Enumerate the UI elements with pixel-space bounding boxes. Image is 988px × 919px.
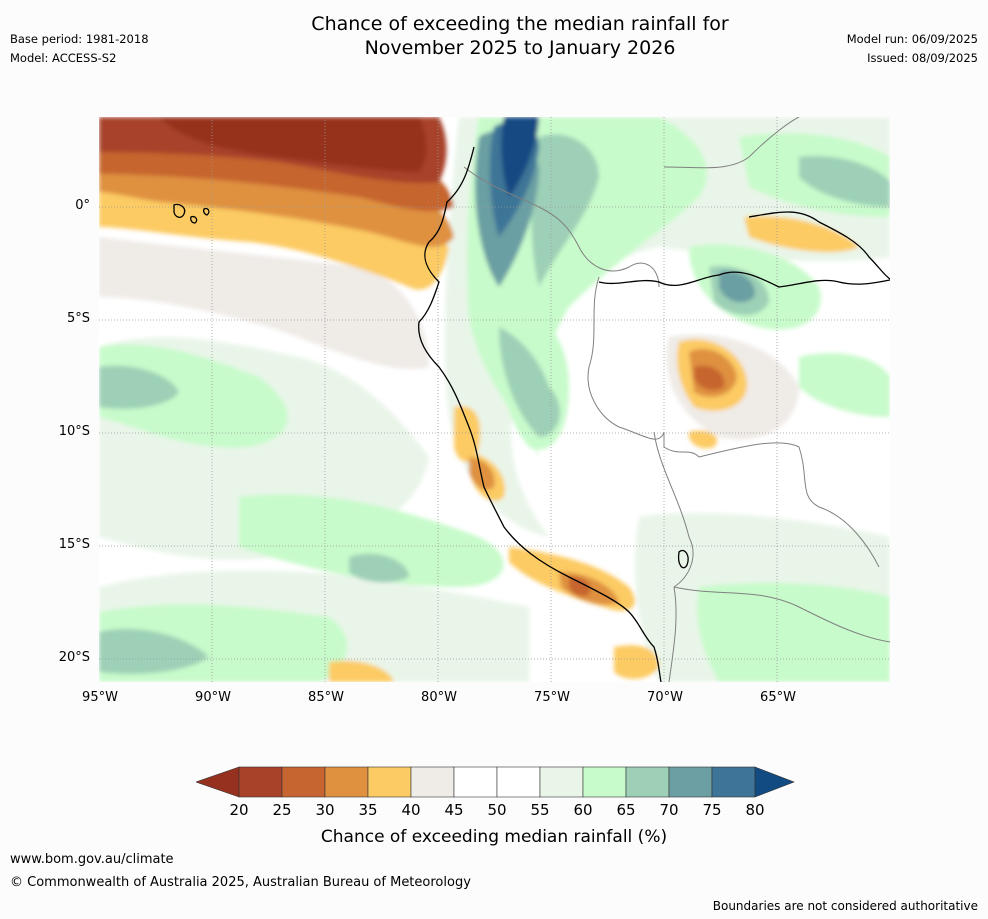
colorbar-75-80: [711, 766, 756, 798]
colorbar-tick-80: 80: [745, 801, 765, 819]
colorbar-50-55: [496, 766, 541, 798]
coastline-amazon: [598, 271, 890, 288]
colorbar-tick-30: 30: [315, 801, 335, 819]
lon-label-65w: 65°W: [760, 690, 796, 705]
coastline-caribbean: [748, 211, 890, 280]
lat-label-10s: 10°S: [58, 424, 90, 439]
colorbar-tick-20: 20: [229, 801, 249, 819]
base-period-text: Base period: 1981-2018: [10, 32, 149, 46]
model-text: Model: ACCESS-S2: [10, 51, 117, 65]
contour-60-65-southeast: [697, 582, 890, 682]
map-title: Chance of exceeding the median rainfall …: [220, 12, 820, 60]
colorbar-tick-35: 35: [358, 801, 378, 819]
coastline-lake-titicaca: [677, 549, 689, 569]
colorbar-tick-25: 25: [272, 801, 292, 819]
map-title-line1: Chance of exceeding the median rainfall …: [311, 13, 729, 35]
colorbar-tick-65: 65: [616, 801, 636, 819]
contour-65-70-southwest: [99, 628, 209, 674]
disclaimer-text: Boundaries are not considered authoritat…: [712, 899, 978, 913]
country-borders: [463, 117, 890, 682]
colorbar-tick-60: 60: [573, 801, 593, 819]
lat-label-20s: 20°S: [58, 650, 90, 665]
lon-label-90w: 90°W: [195, 690, 231, 705]
colorbar-above-80: [754, 766, 795, 798]
issued-text: Issued: 08/09/2025: [867, 51, 978, 65]
colorbar-45-50: [453, 766, 498, 798]
colorbar-tick-50: 50: [487, 801, 507, 819]
border-bolivia: [653, 431, 694, 588]
contour-above-80-north: [501, 117, 539, 197]
colorbar-25-30: [281, 766, 326, 798]
colorbar-tick-45: 45: [444, 801, 464, 819]
copyright-text: © Commonwealth of Australia 2025, Austra…: [10, 875, 471, 890]
colorbar-below-20: [196, 766, 240, 798]
contour-35-40-northwest: [99, 177, 449, 290]
colorbar-20-25: [238, 766, 283, 798]
colorbar-70-75: [668, 766, 713, 798]
lon-label-80w: 80°W: [421, 690, 457, 705]
lon-label-70w: 70°W: [647, 690, 683, 705]
colorbar-35-40: [367, 766, 412, 798]
contour-65-70-north: [531, 134, 599, 287]
coastline-pacific: [418, 146, 662, 682]
contour-35-40-brazil-c: [688, 430, 718, 449]
colorbar-30-35: [324, 766, 369, 798]
border-colombia-ecuador-peru: [463, 166, 660, 288]
lat-label-5s: 5°S: [66, 311, 90, 326]
contour-25-30-peru: [569, 576, 591, 597]
colorbar-tick-40: 40: [401, 801, 421, 819]
contour-65-70-west: [99, 365, 179, 409]
contour-below-20-northwest: [159, 117, 427, 172]
colorbar-tick-75: 75: [702, 801, 722, 819]
graticule: [99, 117, 890, 682]
contour-40-45-northwest: [99, 237, 429, 369]
contour-60-65-east-central: [799, 353, 890, 417]
contour-30-35-northwest: [99, 157, 454, 247]
website-link[interactable]: www.bom.gov.au/climate: [10, 852, 174, 867]
map-title-line2: November 2025 to January 2026: [364, 37, 676, 59]
border-bolivia-argentina: [673, 586, 890, 643]
coastline-galapagos-b: [190, 215, 198, 224]
colorbar-55-60: [539, 766, 584, 798]
lon-label-85w: 85°W: [308, 690, 344, 705]
coastline-galapagos-c: [202, 207, 210, 216]
colorbar-60-65: [582, 766, 627, 798]
rainfall-probability-map: [99, 117, 890, 682]
probability-contours: [99, 117, 890, 682]
lon-label-75w: 75°W: [534, 690, 570, 705]
border-chile-argentina: [668, 586, 677, 682]
colorbar-tick-55: 55: [530, 801, 550, 819]
model-run-text: Model run: 06/09/2025: [846, 32, 978, 46]
contour-35-40-coast-a: [454, 406, 481, 462]
contour-35-40-brazil-b: [744, 216, 859, 253]
contour-30-35-coast: [469, 457, 495, 490]
border-colombia-venezuela: [663, 117, 800, 169]
forecast-metadata-left: Base period: 1981-2018 Model: ACCESS-S2: [10, 30, 149, 68]
border-peru-brazil: [587, 276, 700, 458]
colorbar-40-45: [410, 766, 455, 798]
contour-65-70-andes: [499, 327, 560, 437]
contour-70-75-central: [719, 271, 755, 303]
contour-35-40-chile-north: [614, 645, 659, 679]
border-brazil-bolivia: [698, 442, 880, 568]
colorbar: [196, 766, 795, 798]
contour-65-70-northeast: [799, 156, 890, 207]
contour-65-70-south-central: [349, 553, 409, 583]
lon-label-95w: 95°W: [82, 690, 118, 705]
colorbar-tick-70: 70: [659, 801, 679, 819]
map-canvas: [99, 117, 890, 682]
contour-60-65-south-central: [239, 494, 504, 587]
colorbar-title: Chance of exceeding median rainfall (%): [320, 827, 668, 847]
contour-25-30-brazil: [694, 365, 725, 391]
lat-label-0: 0°: [75, 198, 90, 213]
forecast-metadata-right: Model run: 06/09/2025 Issued: 08/09/2025: [847, 30, 978, 68]
coastlines: [173, 146, 890, 682]
coastline-galapagos-a: [173, 203, 186, 218]
colorbar-65-70: [625, 766, 670, 798]
lat-label-15s: 15°S: [58, 537, 90, 552]
contour-35-40-southwest: [329, 660, 394, 682]
